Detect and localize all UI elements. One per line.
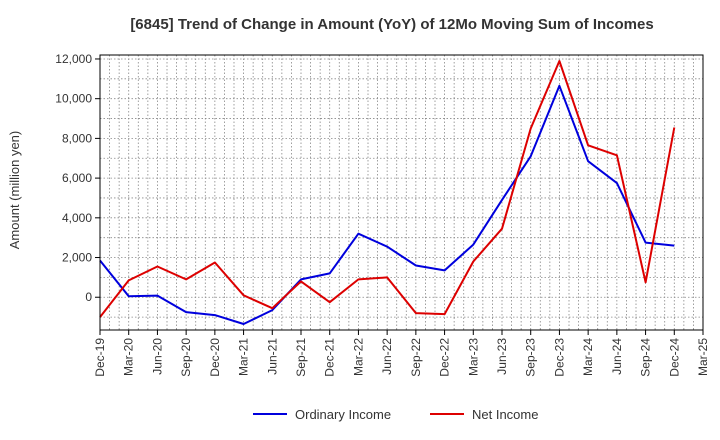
legend: Ordinary Income Net Income [253,407,538,422]
x-tick-label: Mar-21 [237,338,251,376]
y-tick-label: 12,000 [55,52,92,66]
series-line-ordinary-income [99,84,675,325]
x-tick-label: Jun-20 [150,338,164,375]
plot-frame [99,54,704,331]
x-tick-label: Dec-22 [438,338,452,377]
y-tick-label: 4,000 [62,211,92,225]
x-tick-label: Sep-23 [524,338,538,377]
y-tick-label: 8,000 [62,131,92,145]
series-line-net-income [99,60,676,318]
x-tick-label: Dec-24 [667,338,681,377]
y-axis-label: Amount (million yen) [7,131,22,250]
grid [100,55,703,330]
y-tick-label: 2,000 [62,251,92,265]
x-tick-label: Jun-24 [610,338,624,375]
legend-label: Net Income [472,407,538,422]
x-tick-label: Jun-23 [495,338,509,375]
y-tick-label: 10,000 [55,92,92,106]
legend-label: Ordinary Income [295,407,391,422]
x-tick-label: Sep-22 [409,338,423,377]
y-tick-label: 6,000 [62,171,92,185]
x-axis-ticks: Dec-19 Mar-20 Jun-20 Sep-20 Dec-20 Mar-21 Jun-… [93,330,710,377]
x-tick-label: Dec-23 [552,338,566,377]
x-tick-label: Dec-21 [323,338,337,377]
x-tick-label: Sep-21 [294,338,308,377]
x-tick-label: Jun-22 [380,338,394,375]
y-tick-label: 0 [85,290,92,304]
x-tick-label: Dec-20 [208,338,222,377]
x-tick-label: Mar-25 [696,338,710,376]
x-tick-label: Mar-23 [466,338,480,376]
x-tick-label: Sep-20 [179,338,193,377]
x-tick-label: Mar-24 [581,338,595,376]
chart-title: [6845] Trend of Change in Amount (YoY) o… [130,16,653,33]
x-tick-label: Dec-19 [93,338,107,377]
x-tick-label: Sep-24 [639,338,653,377]
y-axis-ticks: 0 2,000 4,000 6,000 8,000 10,000 12,000 [55,52,100,304]
x-tick-label: Jun-21 [265,338,279,375]
series-lines [99,60,676,325]
x-tick-label: Mar-20 [122,338,136,376]
x-tick-label: Mar-22 [351,338,365,376]
